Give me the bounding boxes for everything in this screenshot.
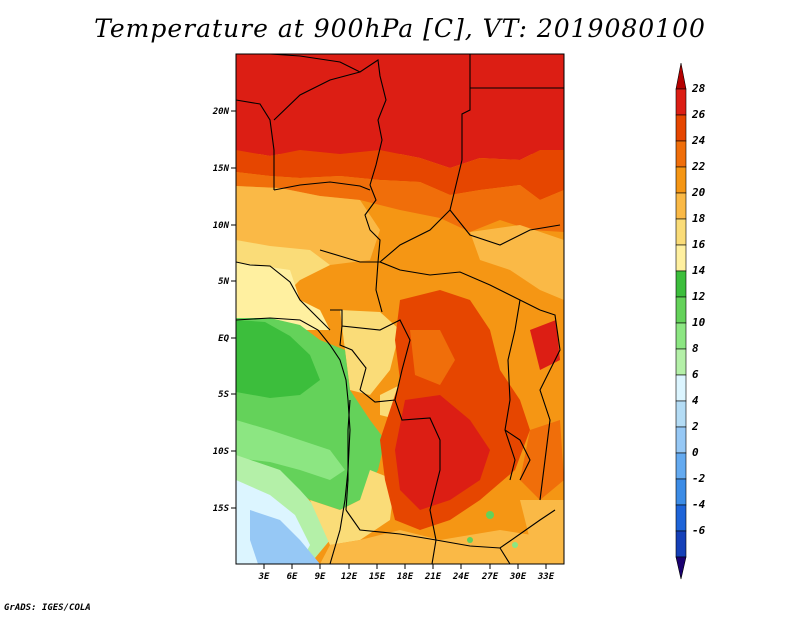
colorbar-segment	[675, 348, 687, 376]
country-borders	[236, 54, 564, 564]
lat-axis: 20N 15N 10N 5N EQ 5S 10S 15S	[212, 107, 236, 514]
colorbar-label: 24	[691, 134, 706, 147]
colorbar-arrow-bottom	[675, 556, 687, 580]
colorbar-segment	[675, 244, 687, 272]
map-frame	[235, 53, 565, 565]
lat-label: 10S	[213, 447, 230, 457]
colorbar-labels: 28 26 24 22 20 18 16 14 12 10 8 6 4 2 0 …	[691, 82, 706, 537]
colorbar-label: -2	[692, 472, 706, 485]
colorbar-segment	[675, 400, 687, 428]
lon-label: 6E	[287, 572, 298, 582]
colorbar-label: 16	[692, 238, 706, 251]
chart-title: Temperature at 900hPa [C], VT: 201908010…	[94, 14, 706, 43]
colorbar-label: 28	[691, 82, 706, 95]
colorbar-segment	[675, 114, 687, 142]
colorbar-segment	[675, 504, 687, 532]
colorbar-segment	[675, 192, 687, 220]
colorbar-segment	[675, 374, 687, 402]
colorbar-segment	[675, 166, 687, 194]
lon-label: 24E	[452, 572, 470, 582]
colorbar-segment	[675, 322, 687, 350]
lon-label: 27E	[481, 572, 499, 582]
colorbar-label: 18	[692, 212, 706, 225]
lon-label: 9E	[315, 572, 326, 582]
lon-label: 33E	[537, 572, 555, 582]
colorbar-segment	[675, 218, 687, 246]
lon-label: 12E	[341, 572, 358, 582]
colorbar-label: 4	[692, 394, 699, 407]
lon-label: 18E	[397, 572, 414, 582]
lon-label: 21E	[424, 572, 442, 582]
colorbar-segment	[675, 530, 687, 558]
colorbar-label: 0	[692, 446, 699, 459]
colorbar-label: 26	[691, 108, 706, 121]
colorbar-segment	[675, 270, 687, 298]
lat-label: 20N	[212, 107, 230, 117]
lat-label: 10N	[213, 221, 230, 231]
lon-label: 15E	[369, 572, 386, 582]
colorbar-segment	[675, 426, 687, 454]
colorbar-label: 2	[691, 420, 699, 433]
lon-label: 30E	[509, 572, 527, 582]
colorbar-arrow-top	[675, 62, 687, 90]
colorbar	[675, 62, 687, 580]
colorbar-label: 20	[691, 186, 706, 199]
colorbar-segment	[675, 478, 687, 506]
colorbar-label: -4	[692, 498, 706, 511]
colorbar-label: 6	[692, 368, 699, 381]
lat-label: 5S	[218, 390, 229, 400]
lat-label: 5N	[218, 277, 229, 287]
lat-label: 15S	[213, 504, 230, 514]
lon-axis: 3E 6E 9E 12E 15E 18E 21E 24E 27E 30E 33E	[258, 564, 555, 582]
colorbar-segment	[675, 140, 687, 168]
colorbar-label: 22	[691, 160, 706, 173]
colorbar-segment	[675, 88, 687, 116]
colorbar-label: 10	[692, 316, 706, 329]
lon-label: 3E	[258, 572, 270, 582]
lat-label: 15N	[213, 164, 230, 174]
temperature-field	[236, 54, 564, 564]
colorbar-label: 8	[692, 342, 699, 355]
colorbar-label: -6	[692, 524, 706, 537]
footer-credit: GrADS: IGES/COLA	[4, 603, 91, 613]
colorbar-segment	[675, 452, 687, 480]
colorbar-label: 12	[692, 290, 706, 303]
colorbar-segment	[675, 296, 687, 324]
lat-label: EQ	[218, 334, 229, 344]
colorbar-label: 14	[692, 264, 706, 277]
